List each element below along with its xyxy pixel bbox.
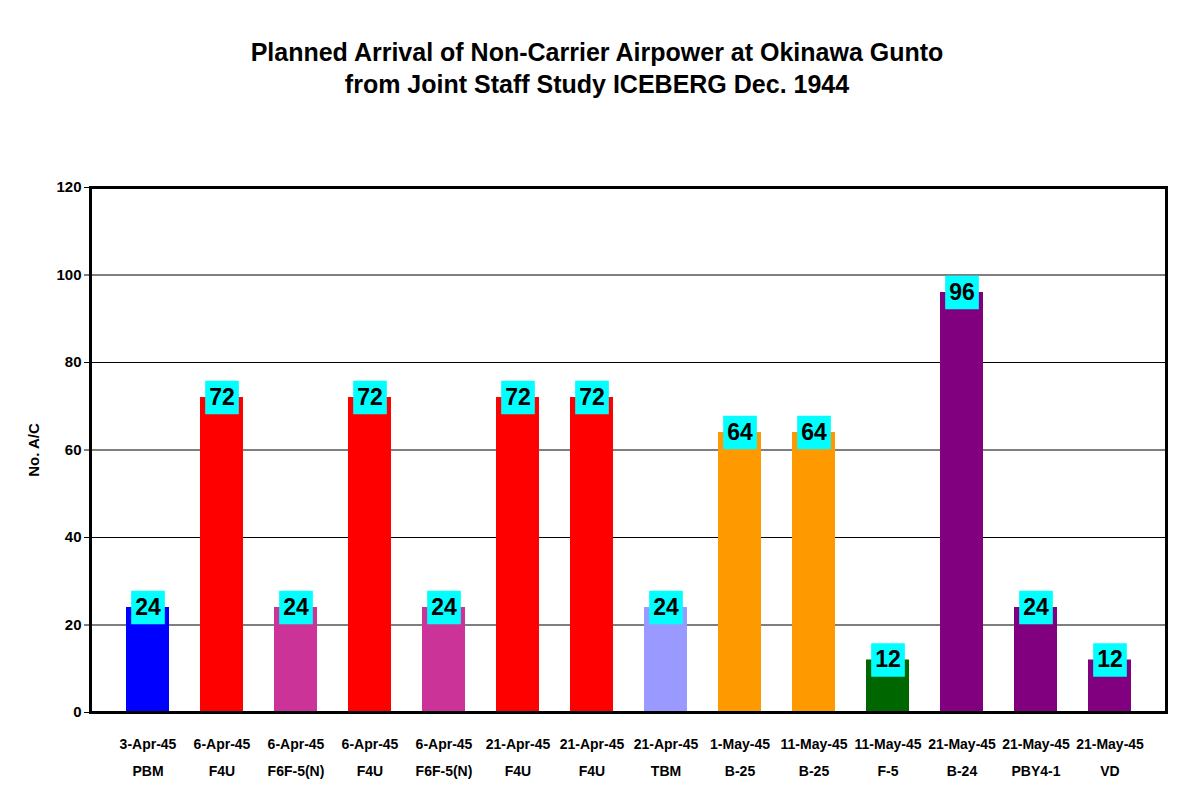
svg-text:21-May-45PBY4-1: 21-May-45PBY4-1 [1002, 736, 1070, 779]
html-text:Planned Arrival of Non-Carrier: Planned Arrival of Non-Carrier Airpower … [250, 38, 944, 66]
svg-text:72: 72 [505, 384, 531, 410]
svg-text:21-Apr-45TBM: 21-Apr-45TBM [634, 736, 699, 779]
svg-text:24: 24 [283, 594, 309, 620]
svg-text:80: 80 [65, 353, 82, 370]
svg-text:11-May-45B-25: 11-May-45B-25 [781, 736, 848, 779]
svg-text:21-Apr-45F4U: 21-Apr-45F4U [560, 736, 625, 779]
svg-text:72: 72 [357, 384, 383, 410]
svg-text:12: 12 [1097, 646, 1123, 672]
svg-text:6-Apr-45F6F-5(N): 6-Apr-45F6F-5(N) [268, 736, 325, 779]
svg-text:60: 60 [65, 441, 82, 458]
svg-text:24: 24 [431, 594, 457, 620]
svg-text:No. A/C: No. A/C [25, 423, 42, 477]
svg-text:1-May-45B-25: 1-May-45B-25 [710, 736, 770, 779]
svg-text:24: 24 [135, 594, 161, 620]
svg-text:12: 12 [875, 646, 901, 672]
svg-text:96: 96 [949, 279, 975, 305]
svg-text:3-Apr-45PBM: 3-Apr-45PBM [120, 736, 177, 779]
svg-text:0: 0 [73, 703, 81, 720]
svg-text:40: 40 [65, 528, 82, 545]
svg-text:64: 64 [727, 419, 753, 445]
svg-text:24: 24 [653, 594, 679, 620]
svg-text:64: 64 [801, 419, 827, 445]
svg-text:72: 72 [209, 384, 235, 410]
svg-text:20: 20 [65, 616, 82, 633]
svg-text:6-Apr-45F6F-5(N): 6-Apr-45F6F-5(N) [416, 736, 473, 779]
svg-text:21-May-45B-24: 21-May-45B-24 [928, 736, 996, 779]
html-text:from Joint Staff Study ICEBERG: from Joint Staff Study ICEBERG Dec. 1944 [344, 70, 850, 98]
svg-text:11-May-45F-5: 11-May-45F-5 [855, 736, 922, 779]
svg-text:6-Apr-45F4U: 6-Apr-45F4U [194, 736, 251, 779]
svg-text:24: 24 [1023, 594, 1049, 620]
svg-text:6-Apr-45F4U: 6-Apr-45F4U [342, 736, 399, 779]
svg-text:72: 72 [579, 384, 605, 410]
svg-text:120: 120 [56, 178, 81, 195]
svg-text:21-Apr-45F4U: 21-Apr-45F4U [486, 736, 551, 779]
svg-text:100: 100 [56, 266, 81, 283]
svg-text:21-May-45VD: 21-May-45VD [1076, 736, 1144, 779]
